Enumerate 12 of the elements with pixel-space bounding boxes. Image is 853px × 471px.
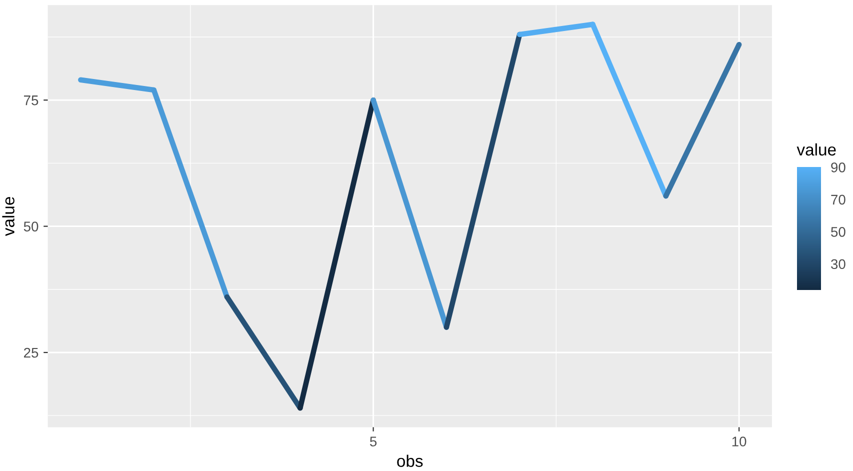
color-bar-label: 90 — [831, 162, 846, 172]
y-tick-label: 50 — [24, 222, 38, 232]
color-bar-label: 30 — [830, 259, 846, 270]
color-bar-label: 50 — [831, 226, 846, 237]
y-tick-label: 75 — [24, 96, 38, 106]
x-tick-label: 10 — [732, 436, 746, 446]
y-axis-title: value — [2, 197, 14, 236]
color-bar-label: 70 — [831, 194, 846, 205]
x-tick-label: 5 — [370, 436, 377, 446]
color-bar-title: value — [796, 143, 836, 156]
x-axis-title: obs — [397, 454, 423, 467]
y-tick-label: 25 — [24, 348, 38, 358]
